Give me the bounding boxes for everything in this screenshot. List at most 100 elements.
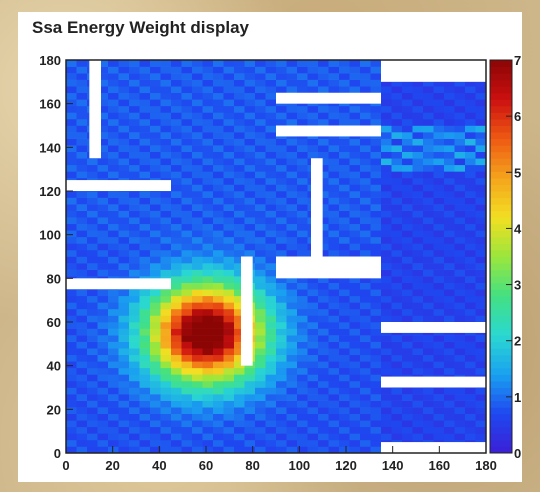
heatmap-cell — [76, 295, 88, 303]
heatmap-cell — [265, 282, 277, 290]
heatmap-cell — [202, 367, 214, 375]
heatmap-cell — [454, 204, 466, 211]
heatmap-cell — [244, 387, 256, 395]
heatmap-cell — [328, 426, 340, 434]
heatmap-cell — [66, 361, 77, 369]
heatmap-cell — [223, 243, 235, 251]
heatmap-cell — [286, 282, 298, 290]
heatmap-cell — [244, 158, 256, 166]
heatmap-cell — [76, 210, 88, 218]
heatmap-cell — [423, 315, 434, 323]
heatmap-cell — [465, 308, 476, 316]
heatmap-cell — [234, 439, 245, 447]
heatmap-cell — [108, 348, 119, 356]
heatmap-cell — [381, 308, 392, 316]
heatmap-cell — [318, 151, 329, 159]
colorbar-segment — [490, 348, 512, 356]
heatmap-cell — [349, 295, 361, 303]
heatmap-cell — [223, 99, 235, 107]
heatmap-cell — [276, 302, 287, 310]
heatmap-cell — [171, 367, 182, 375]
y-tick-label: 120 — [39, 184, 61, 199]
heatmap-cell — [307, 295, 319, 303]
heatmap-cell — [454, 361, 466, 369]
heatmap-cell — [297, 177, 308, 185]
heatmap-cell — [234, 420, 245, 428]
heatmap-cell — [234, 210, 245, 218]
heatmap-cell — [118, 420, 130, 428]
colorbar-tick-label: 3 — [514, 278, 521, 293]
heatmap-cell — [244, 92, 256, 100]
heatmap-cell — [423, 86, 434, 94]
heatmap-cell — [360, 151, 371, 159]
heatmap-cell — [129, 295, 140, 303]
heatmap-cell — [433, 99, 445, 107]
heatmap-cell — [202, 361, 214, 369]
heatmap-cell — [349, 73, 361, 80]
heatmap-cell — [181, 374, 193, 382]
heatmap-cell — [444, 308, 455, 316]
heatmap-cell — [202, 289, 214, 297]
heatmap-cell — [171, 164, 182, 172]
heatmap-cell — [433, 302, 445, 310]
heatmap-cell — [297, 348, 308, 356]
heatmap-cell — [202, 263, 214, 270]
heatmap-cell — [318, 394, 329, 401]
heatmap-cell — [286, 210, 298, 218]
heatmap-cell — [349, 191, 361, 198]
heatmap-cell — [255, 145, 266, 152]
heatmap-cell — [370, 164, 382, 172]
heatmap-cell — [255, 361, 266, 369]
heatmap-cell — [265, 99, 277, 107]
heatmap-cell — [370, 315, 382, 323]
heatmap-cell — [255, 197, 266, 205]
heatmap-cell — [265, 105, 277, 113]
colorbar-segment — [490, 446, 512, 454]
heatmap-cell — [129, 210, 140, 218]
heatmap-cell — [118, 269, 130, 277]
heatmap-cell — [339, 335, 350, 342]
heatmap-cell — [223, 184, 235, 192]
heatmap-cell — [160, 269, 172, 277]
heatmap-cell — [223, 295, 235, 303]
heatmap-cell — [349, 413, 361, 421]
heatmap-cell — [160, 210, 172, 218]
heatmap-cell — [255, 394, 266, 401]
heatmap-cell — [318, 289, 329, 297]
heatmap-cell — [129, 446, 140, 454]
heatmap-cell — [370, 145, 382, 152]
heatmap-cell — [234, 256, 245, 264]
heatmap-cell — [108, 164, 119, 172]
heatmap-cell — [234, 282, 245, 290]
colorbar-segment — [490, 335, 512, 343]
heatmap-cell — [402, 99, 413, 107]
heatmap-cell — [150, 400, 161, 408]
heatmap-cell — [265, 289, 277, 297]
heatmap-cell — [286, 328, 298, 336]
heatmap-cell — [381, 191, 392, 198]
heatmap-cell — [171, 380, 182, 388]
heatmap-cell — [76, 302, 88, 310]
heatmap-cell — [391, 204, 403, 211]
heatmap-cell — [307, 66, 319, 74]
heatmap-cell — [76, 256, 88, 264]
heatmap-cell — [171, 105, 182, 113]
heatmap-cell — [108, 367, 119, 375]
heatmap-cell — [181, 361, 193, 369]
heatmap-cell — [412, 426, 424, 434]
heatmap-cell — [97, 348, 109, 356]
heatmap-cell — [234, 335, 245, 342]
heatmap-cell — [297, 361, 308, 369]
heatmap-cell — [349, 348, 361, 356]
heatmap-cell — [412, 367, 424, 375]
heatmap-cell — [339, 387, 350, 395]
heatmap-cell — [297, 210, 308, 218]
heatmap-cell — [381, 132, 392, 139]
heatmap-cell — [66, 230, 77, 238]
heatmap-cell — [108, 86, 119, 94]
heatmap-cell — [202, 151, 214, 159]
heatmap-cell — [475, 210, 487, 218]
heatmap-cell — [213, 348, 224, 356]
heatmap-cell — [444, 367, 455, 375]
colorbar-tick-label: 6 — [514, 109, 521, 124]
